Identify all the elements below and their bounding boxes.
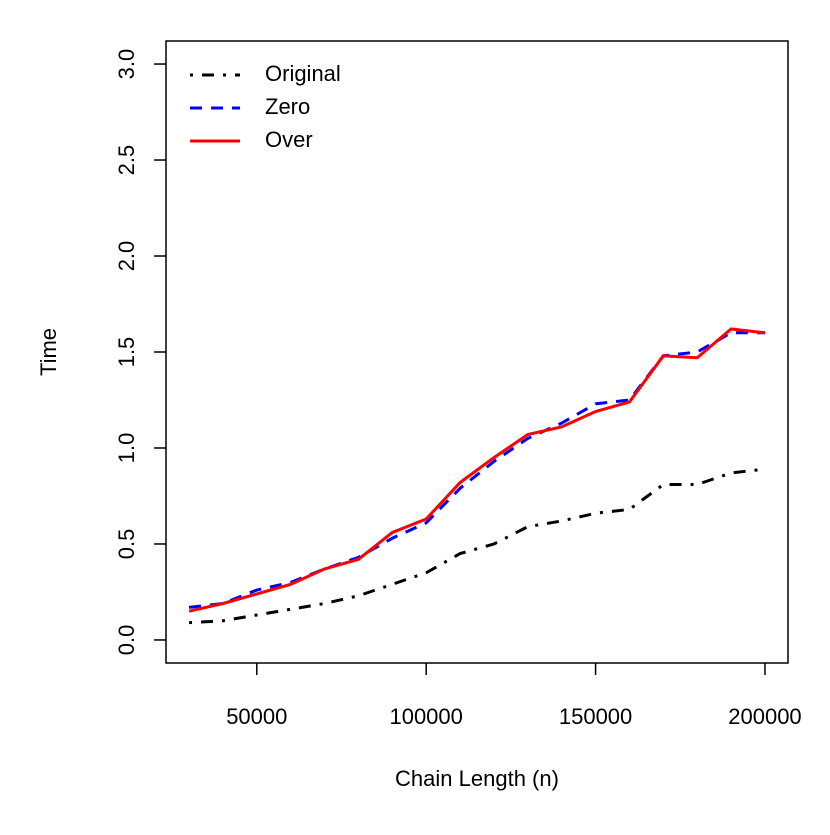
y-tick-label: 0.5 xyxy=(114,529,139,560)
y-axis-label: Time xyxy=(36,328,61,376)
y-tick-label: 3.0 xyxy=(114,49,139,80)
x-tick-label: 100000 xyxy=(389,704,462,729)
series-line xyxy=(188,327,766,613)
y-tick-label: 1.5 xyxy=(114,337,139,368)
x-tick-label: 200000 xyxy=(728,704,801,729)
legend-label: Zero xyxy=(265,94,310,119)
y-tick-label: 0.0 xyxy=(114,625,139,656)
y-tick-label: 2.0 xyxy=(114,241,139,272)
plot-box xyxy=(165,40,789,664)
x-tick-label: 50000 xyxy=(226,704,287,729)
series-line xyxy=(188,467,766,625)
x-axis-label: Chain Length (n) xyxy=(395,766,559,791)
legend-label: Over xyxy=(265,127,313,152)
x-tick-label: 150000 xyxy=(559,704,632,729)
y-tick-label: 2.5 xyxy=(114,145,139,176)
y-tick-label: 1.0 xyxy=(114,433,139,464)
legend-label: Original xyxy=(265,61,341,86)
